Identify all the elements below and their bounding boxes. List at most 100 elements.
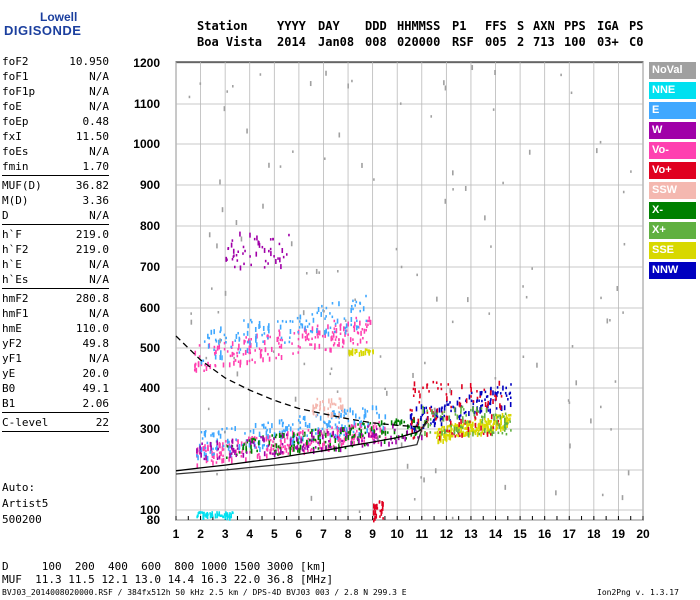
- data-point: [311, 313, 314, 316]
- data-point: [302, 449, 305, 452]
- data-point: [453, 432, 455, 436]
- data-point: [341, 407, 343, 410]
- data-point: [476, 428, 479, 431]
- data-point: [448, 415, 451, 421]
- data-point: [364, 348, 367, 351]
- data-point: [419, 393, 421, 399]
- data-point: [311, 433, 313, 439]
- data-point: [246, 348, 249, 354]
- data-point: [449, 401, 451, 404]
- data-point: [318, 343, 321, 349]
- data-point: [408, 425, 410, 428]
- data-point: [427, 423, 430, 429]
- data-point: [243, 262, 245, 266]
- data-point: [466, 426, 469, 430]
- data-point: [347, 321, 349, 327]
- data-point: [279, 338, 282, 342]
- data-point: [487, 426, 489, 429]
- data-point: [315, 403, 318, 409]
- data-point: [273, 437, 275, 440]
- data-point: [331, 426, 333, 429]
- data-point: [412, 394, 415, 397]
- data-point: [472, 427, 474, 431]
- header-label-3: HHMMSS: [397, 19, 441, 33]
- param-row: yF1 N/A: [2, 351, 109, 366]
- data-point: [470, 408, 472, 412]
- data-point: [283, 433, 285, 436]
- y-tick-label: 500: [140, 341, 160, 355]
- data-point: [306, 439, 308, 445]
- data-point: [492, 423, 494, 429]
- param-row: hmE 110.0: [2, 321, 109, 336]
- data-point: [335, 426, 338, 429]
- data-point: [275, 258, 277, 264]
- data-point: [255, 337, 257, 343]
- data-point: [258, 440, 260, 446]
- data-point: [336, 431, 339, 437]
- data-point: [403, 420, 406, 424]
- data-point: [413, 498, 416, 501]
- data-point: [312, 437, 315, 440]
- data-point: [322, 443, 324, 446]
- data-point: [438, 427, 441, 431]
- data-point: [424, 430, 426, 436]
- data-point: [378, 435, 381, 438]
- data-point: [405, 430, 408, 436]
- param-value: 49.1: [82, 382, 110, 395]
- data-point: [453, 429, 455, 433]
- data-point: [319, 404, 321, 408]
- data-point: [484, 425, 486, 428]
- data-point: [390, 435, 392, 441]
- data-point: [338, 443, 340, 449]
- data-point: [471, 423, 473, 429]
- param-separator: [2, 288, 109, 289]
- data-point: [500, 418, 502, 424]
- data-point: [231, 438, 234, 444]
- data-point: [353, 327, 356, 333]
- data-point: [378, 413, 380, 419]
- data-point: [242, 452, 245, 458]
- data-point: [364, 426, 366, 429]
- data-point: [273, 444, 276, 448]
- data-point: [375, 427, 378, 431]
- data-point: [484, 427, 486, 430]
- data-point: [218, 339, 220, 345]
- data-point: [213, 452, 215, 458]
- data-point: [338, 421, 340, 424]
- data-point: [244, 249, 246, 253]
- data-point: [374, 504, 376, 510]
- param-row: yE 20.0: [2, 366, 109, 381]
- data-point: [228, 515, 231, 519]
- data-point: [341, 424, 343, 427]
- data-point: [204, 429, 207, 433]
- data-point: [430, 409, 432, 412]
- data-point: [509, 396, 512, 399]
- data-point: [217, 310, 220, 314]
- data-point: [492, 398, 494, 404]
- param-key: fxI: [2, 130, 22, 143]
- data-point: [442, 416, 445, 422]
- data-point: [206, 441, 209, 445]
- data-point: [273, 255, 275, 258]
- data-point: [285, 447, 288, 453]
- data-point: [318, 271, 320, 274]
- data-point: [399, 420, 401, 426]
- data-point: [345, 329, 348, 332]
- data-point: [476, 390, 478, 393]
- data-point: [329, 438, 332, 444]
- data-point: [465, 398, 468, 404]
- data-point: [219, 443, 221, 446]
- data-point: [316, 324, 319, 328]
- data-point: [299, 444, 302, 450]
- data-point: [203, 340, 206, 343]
- data-point: [289, 438, 292, 441]
- data-point: [375, 513, 378, 519]
- data-point: [272, 237, 274, 241]
- data-point: [474, 430, 477, 436]
- data-point: [324, 446, 327, 452]
- data-point: [248, 436, 250, 442]
- data-point: [279, 434, 282, 438]
- data-point: [230, 458, 233, 464]
- data-point: [299, 320, 301, 323]
- data-point: [436, 430, 439, 434]
